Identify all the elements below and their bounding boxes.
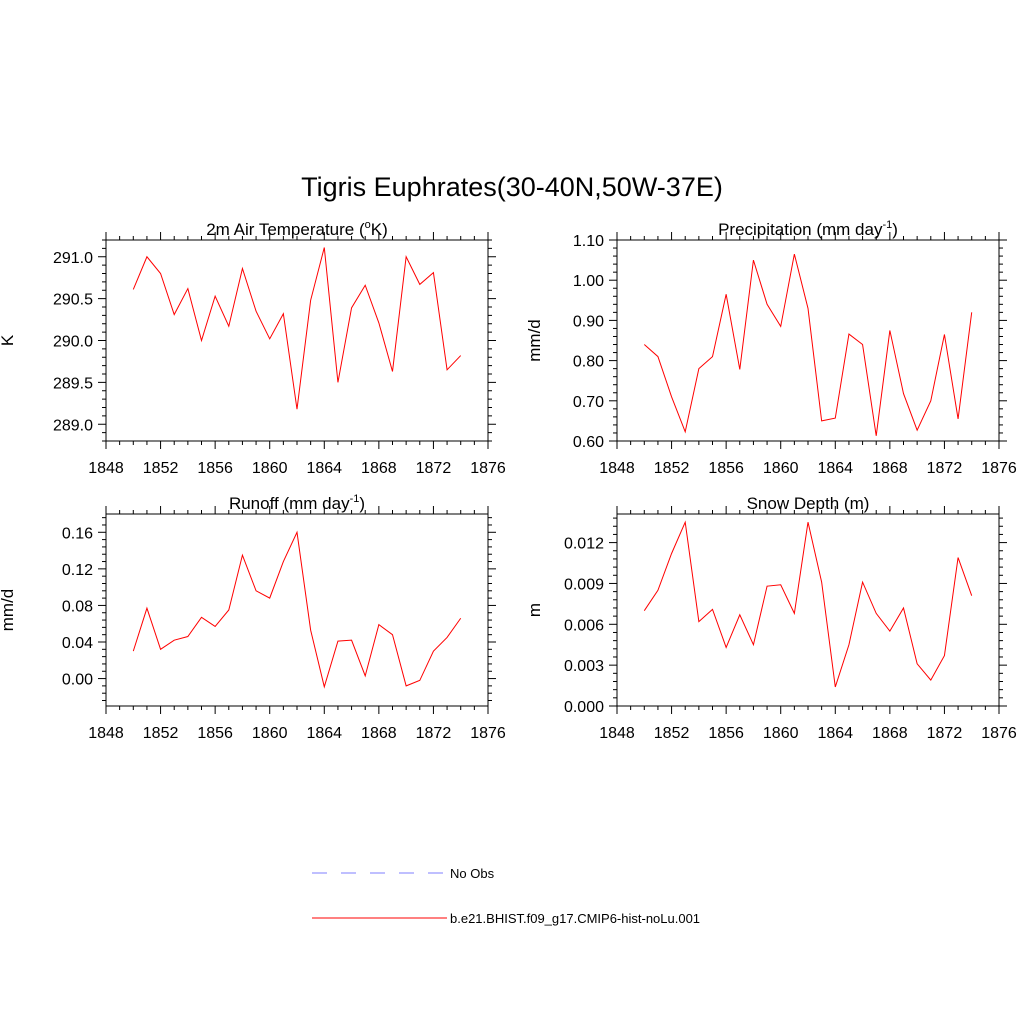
x-tick-label: 1860: [252, 460, 288, 477]
panel-title-text: Snow Depth (m): [747, 494, 870, 513]
panel-title-superscript: -1: [350, 493, 360, 505]
y-tick-label: 0.16: [62, 525, 93, 542]
x-tick-label: 1860: [252, 725, 288, 742]
x-tick-label: 1856: [708, 460, 744, 477]
legend-label-no-obs: No Obs: [450, 866, 495, 881]
x-tick-label: 1868: [361, 460, 397, 477]
y-tick-label: 0.009: [564, 576, 604, 593]
panel-title-superscript: o: [365, 219, 371, 231]
x-tick-label: 1872: [927, 460, 963, 477]
y-tick-label: 289.5: [53, 375, 93, 392]
y-tick-label: 0.12: [62, 562, 93, 579]
x-tick-label: 1872: [927, 725, 963, 742]
x-tick-label: 1872: [416, 725, 452, 742]
y-tick-label: 0.00: [62, 672, 93, 689]
x-tick-label: 1852: [143, 725, 179, 742]
y-tick-label: 0.006: [564, 617, 604, 634]
plot-frame: [105, 239, 489, 442]
panel-title-suffix: ): [359, 494, 365, 513]
y-tick-label: 0.08: [62, 598, 93, 615]
plot-frame: [105, 513, 489, 707]
panel-title-suffix: K): [371, 220, 388, 239]
x-tick-label: 1864: [306, 725, 342, 742]
panel-title-superscript: -1: [882, 219, 892, 231]
y-tick-label: 0.04: [62, 635, 93, 652]
figure-title: Tigris Euphrates(30-40N,50W-37E): [301, 172, 723, 202]
x-tick-label: 1848: [599, 725, 635, 742]
x-tick-label: 1868: [872, 725, 908, 742]
legend: No Obs b.e21.BHIST.f09_g17.CMIP6-hist-no…: [312, 866, 700, 926]
y-axis-label: mm/d: [0, 589, 17, 632]
plot-frame: [616, 239, 1000, 442]
chart-panel-2: 1848 1852 1856 1860 1864 1868 1872 1876 0.60 0.70…: [525, 219, 1017, 477]
y-tick-label: 0.012: [564, 536, 604, 553]
y-tick-label: 289.0: [53, 417, 93, 434]
plot-frame: [616, 513, 1000, 707]
panel-title: Snow Depth (m): [747, 494, 870, 513]
panel-title-suffix: ): [892, 220, 898, 239]
x-tick-label: 1868: [361, 725, 397, 742]
y-tick-label: 290.0: [53, 334, 93, 351]
x-tick-label: 1852: [654, 725, 690, 742]
x-tick-label: 1864: [817, 460, 853, 477]
series-line-1: [643, 253, 973, 436]
y-axis-label: mm/d: [525, 319, 544, 362]
y-tick-label: 290.5: [53, 292, 93, 309]
legend-label-model: b.e21.BHIST.f09_g17.CMIP6-hist-noLu.001: [450, 911, 700, 926]
y-tick-label: 0.003: [564, 658, 604, 675]
panel-title-text: 2m Air Temperature (: [206, 220, 365, 239]
series-line-1: [132, 247, 462, 410]
x-tick-label: 1856: [197, 460, 233, 477]
x-tick-label: 1868: [872, 460, 908, 477]
x-tick-label: 1848: [88, 460, 124, 477]
panel-title-text: Precipitation (mm day: [718, 220, 883, 239]
y-tick-label: 0.60: [573, 434, 604, 451]
panels-group: 1848 1852 1856 1860 1864 1868 1872 1876 289.0 289…: [0, 219, 1017, 742]
y-tick-label: 0.90: [573, 313, 604, 330]
x-tick-label: 1864: [306, 460, 342, 477]
panel-title: Runoff (mm day-1): [229, 493, 365, 513]
x-tick-label: 1864: [817, 725, 853, 742]
chart-panel-3: 1848 1852 1856 1860 1864 1868 1872 1876 0.00 0.04…: [0, 493, 506, 742]
x-tick-label: 1848: [599, 460, 635, 477]
y-axis-label: m: [525, 603, 544, 617]
chart-panel-4: 1848 1852 1856 1860 1864 1868 1872 1876 0.000 0.0…: [525, 494, 1017, 742]
y-tick-label: 1.00: [573, 273, 604, 290]
x-tick-label: 1852: [654, 460, 690, 477]
x-tick-label: 1876: [981, 725, 1017, 742]
x-tick-label: 1872: [416, 460, 452, 477]
x-tick-label: 1876: [981, 460, 1017, 477]
x-tick-label: 1876: [470, 460, 506, 477]
x-tick-label: 1860: [763, 725, 799, 742]
panel-title: 2m Air Temperature (oK): [206, 219, 388, 239]
x-tick-label: 1848: [88, 725, 124, 742]
series-line-1: [643, 520, 973, 688]
panel-title-text: Runoff (mm day: [229, 494, 350, 513]
y-tick-label: 291.0: [53, 250, 93, 267]
y-tick-label: 1.10: [573, 233, 604, 250]
chart-panel-1: 1848 1852 1856 1860 1864 1868 1872 1876 289.0 289…: [0, 219, 506, 477]
x-tick-label: 1856: [708, 725, 744, 742]
y-tick-label: 0.80: [573, 354, 604, 371]
x-tick-label: 1876: [470, 725, 506, 742]
x-tick-label: 1856: [197, 725, 233, 742]
series-line-1: [132, 530, 462, 689]
panel-title: Precipitation (mm day-1): [718, 219, 898, 239]
y-axis-label: K: [0, 334, 17, 346]
y-tick-label: 0.70: [573, 394, 604, 411]
x-tick-label: 1852: [143, 460, 179, 477]
y-tick-label: 0.000: [564, 699, 604, 716]
x-tick-label: 1860: [763, 460, 799, 477]
